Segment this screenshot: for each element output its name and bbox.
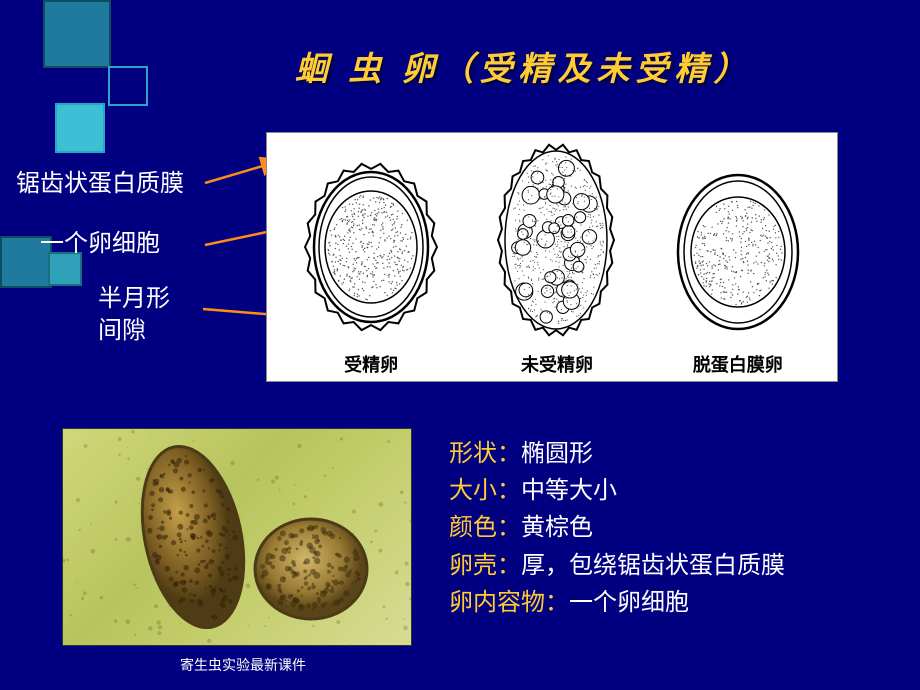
caption-decorticated: 脱蛋白膜卵 — [693, 351, 783, 377]
desc-shape: 形状：椭圆形 — [449, 436, 785, 473]
desc-shell-key: 卵壳： — [449, 553, 521, 579]
caption-fertilized: 受精卵 — [344, 351, 398, 377]
desc-size: 大小：中等大小 — [449, 473, 785, 510]
desc-content: 卵内容物：一个卵细胞 — [449, 585, 785, 622]
desc-shape-key: 形状： — [449, 441, 521, 467]
page-title: 蛔 虫 卵（受精及未受精） — [295, 42, 753, 90]
micrograph-photo — [62, 428, 412, 646]
desc-color-val: 黄棕色 — [521, 515, 593, 541]
desc-size-key: 大小： — [449, 478, 521, 504]
label-ovum: 一个卵细胞 — [40, 228, 160, 260]
fertilized-egg-svg — [291, 149, 451, 347]
description-block: 形状：椭圆形 大小：中等大小 颜色：黄棕色 卵壳：厚，包绕锯齿状蛋白质膜 卵内容… — [449, 436, 785, 622]
photo-caption: 寄生虫实验最新课件 — [180, 655, 306, 675]
desc-shell-val: 厚，包绕锯齿状蛋白质膜 — [521, 553, 785, 579]
diagram-fertilized-egg: 受精卵 — [291, 149, 451, 377]
caption-unfertilized: 未受精卵 — [521, 351, 593, 377]
desc-color-key: 颜色： — [449, 515, 521, 541]
label-protein-membrane: 锯齿状蛋白质膜 — [16, 168, 184, 200]
label-crescent-gap: 半月形 间隙 — [98, 283, 170, 348]
desc-content-key: 卵内容物： — [449, 590, 569, 616]
diagram-panel: 受精卵 未受精卵 脱蛋白膜卵 — [266, 132, 838, 382]
decorticated-egg-svg — [663, 157, 813, 347]
micrograph-svg — [63, 429, 412, 646]
desc-shape-val: 椭圆形 — [521, 441, 593, 467]
desc-size-val: 中等大小 — [521, 478, 617, 504]
desc-shell: 卵壳：厚，包绕锯齿状蛋白质膜 — [449, 548, 785, 585]
desc-content-val: 一个卵细胞 — [569, 590, 689, 616]
diagram-decorticated-egg: 脱蛋白膜卵 — [663, 157, 813, 377]
desc-color: 颜色：黄棕色 — [449, 510, 785, 547]
unfertilized-egg-svg — [479, 137, 634, 347]
diagram-unfertilized-egg: 未受精卵 — [479, 137, 634, 377]
